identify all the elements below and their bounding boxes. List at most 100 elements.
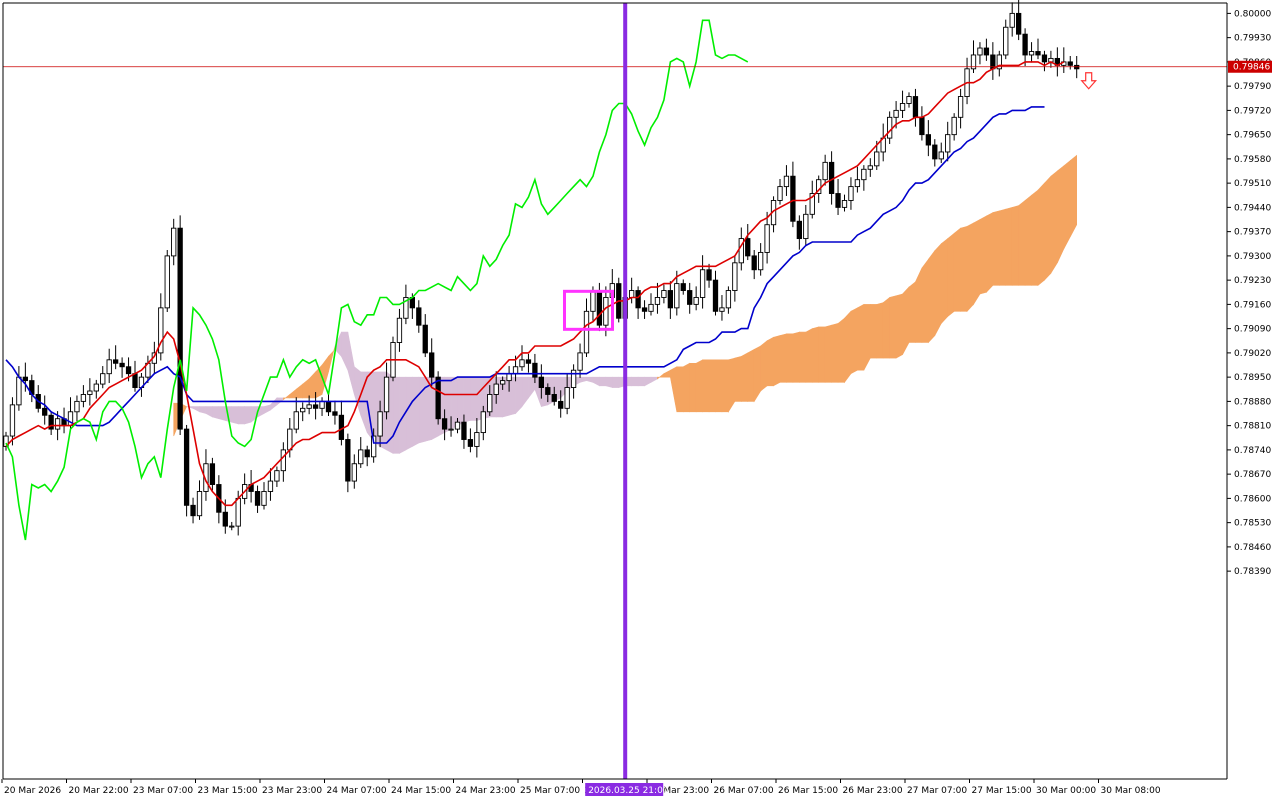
- candle-bear: [48, 414, 54, 430]
- candle-bear: [525, 359, 532, 364]
- candle-bull: [693, 297, 699, 305]
- kumo-bearish-segment: [599, 376, 607, 387]
- candle-bull: [100, 373, 106, 385]
- kumo-bullish-segment: [966, 222, 974, 313]
- candle-bear: [745, 238, 751, 257]
- candle-bear: [441, 418, 448, 430]
- candle-bull: [54, 418, 61, 430]
- current-price-label: 0.79846: [1233, 63, 1270, 73]
- kumo-bearish-segment: [463, 376, 471, 423]
- candle-bear: [325, 400, 332, 413]
- candle-bull: [512, 366, 519, 375]
- candle-bull: [945, 134, 951, 153]
- candle-bear: [712, 279, 719, 312]
- kumo-bullish-segment: [1011, 205, 1019, 286]
- candle-bull: [16, 376, 22, 406]
- candle-bear: [177, 227, 183, 430]
- kumo-bullish-segment: [889, 295, 897, 359]
- kumo-bearish-segment: [637, 376, 645, 387]
- candle-bear: [828, 161, 835, 194]
- kumo-bullish-segment: [1069, 154, 1077, 237]
- kumo-bullish-segment: [1057, 165, 1065, 263]
- kumo-bullish-segment: [850, 307, 858, 375]
- candle-bear: [209, 463, 216, 485]
- sell-arrow-icon: [1080, 72, 1098, 90]
- price-tick-label: 0.78880: [1234, 397, 1271, 407]
- time-tick-label: 25 Mar 07:00: [520, 786, 580, 796]
- candle-bull: [261, 491, 267, 506]
- candle-bear: [416, 307, 422, 326]
- kumo-bullish-segment: [857, 303, 865, 371]
- price-tick-label: 0.78670: [1234, 470, 1271, 480]
- kumo-bearish-segment: [508, 376, 516, 416]
- candle-bull: [661, 290, 667, 298]
- price-tick-label: 0.79720: [1234, 106, 1271, 116]
- time-tick-label: 26 Mar 15:00: [778, 786, 838, 796]
- candle-bear: [706, 269, 712, 281]
- candle-bull: [448, 428, 454, 431]
- candle-bull: [1003, 26, 1009, 56]
- time-tick-label: 20 Mar 2026: [4, 786, 61, 796]
- candle-bull: [74, 400, 80, 413]
- candle-bear: [545, 387, 551, 395]
- candle-bull: [474, 432, 480, 447]
- candle-bull: [87, 390, 93, 395]
- kumo-bearish-segment: [218, 406, 226, 421]
- candle-bull: [93, 383, 99, 392]
- candle-bull: [487, 394, 493, 413]
- time-tick-label: 23 Mar 15:00: [198, 786, 258, 796]
- candle-bull: [377, 411, 383, 437]
- candle-bull: [764, 224, 770, 253]
- kumo-bullish-segment: [1044, 175, 1052, 281]
- kumo-bullish-segment: [882, 296, 890, 359]
- kumo-bullish-segment: [676, 366, 684, 413]
- candle-bear: [125, 366, 132, 375]
- candle-bear: [751, 255, 757, 271]
- candle-bull: [590, 290, 596, 312]
- signal-marker-box: [563, 289, 614, 331]
- candle-bear: [983, 47, 990, 56]
- ichimoku-cloud: [173, 154, 1077, 454]
- kumo-bullish-segment: [734, 355, 742, 402]
- kumo-bearish-segment: [412, 376, 420, 447]
- candle-bull: [158, 307, 164, 354]
- candle-bull: [841, 200, 848, 208]
- kumo-bullish-segment: [998, 208, 1007, 286]
- candle-bear: [22, 376, 28, 382]
- kumo-bullish-segment: [863, 304, 871, 371]
- candle-bear: [925, 134, 932, 146]
- candle-bull: [196, 491, 203, 517]
- kumo-bullish-segment: [992, 210, 1000, 286]
- candle-bull: [867, 165, 873, 170]
- time-tick-label: 27 Mar 07:00: [907, 786, 967, 796]
- candle-bear: [119, 362, 125, 368]
- time-axis[interactable]: 20 Mar 2026 20 Mar 22:00 23 Mar 07:00 23 Ma…: [1, 2, 1227, 796]
- kumo-bullish-segment: [934, 243, 942, 336]
- candle-bear: [222, 511, 228, 527]
- candle-bear: [467, 439, 474, 447]
- time-tick-label: 26 Mar 23:00: [843, 786, 903, 796]
- kumo-bullish-segment: [973, 219, 981, 306]
- price-tick-label: 0.78460: [1234, 543, 1271, 553]
- candle-bull: [300, 407, 306, 413]
- kumo-bullish-segment: [824, 324, 832, 383]
- kumo-bearish-segment: [611, 376, 620, 388]
- kumo-bullish-segment: [1024, 194, 1032, 286]
- candle-bear: [912, 96, 919, 118]
- price-tick-label: 0.78600: [1234, 494, 1271, 504]
- candle-bear: [435, 376, 441, 420]
- candle-bull: [519, 359, 525, 368]
- kumo-bullish-segment: [986, 212, 994, 294]
- price-axis[interactable]: 0.800000.799300.798600.797900.797200.796…: [1226, 3, 1272, 779]
- candle-bull: [629, 290, 635, 298]
- candle-bull: [500, 380, 506, 385]
- kumo-bullish-segment: [1018, 199, 1026, 286]
- time-tick-label: 23 Mar 07:00: [133, 786, 193, 796]
- price-tick-label: 0.79300: [1234, 252, 1271, 262]
- candle-bear: [1016, 12, 1022, 35]
- kumo-bearish-segment: [244, 406, 252, 425]
- kumo-bullish-segment: [689, 362, 697, 413]
- kumo-bullish-segment: [902, 286, 910, 355]
- kumo-bullish-segment: [915, 267, 923, 343]
